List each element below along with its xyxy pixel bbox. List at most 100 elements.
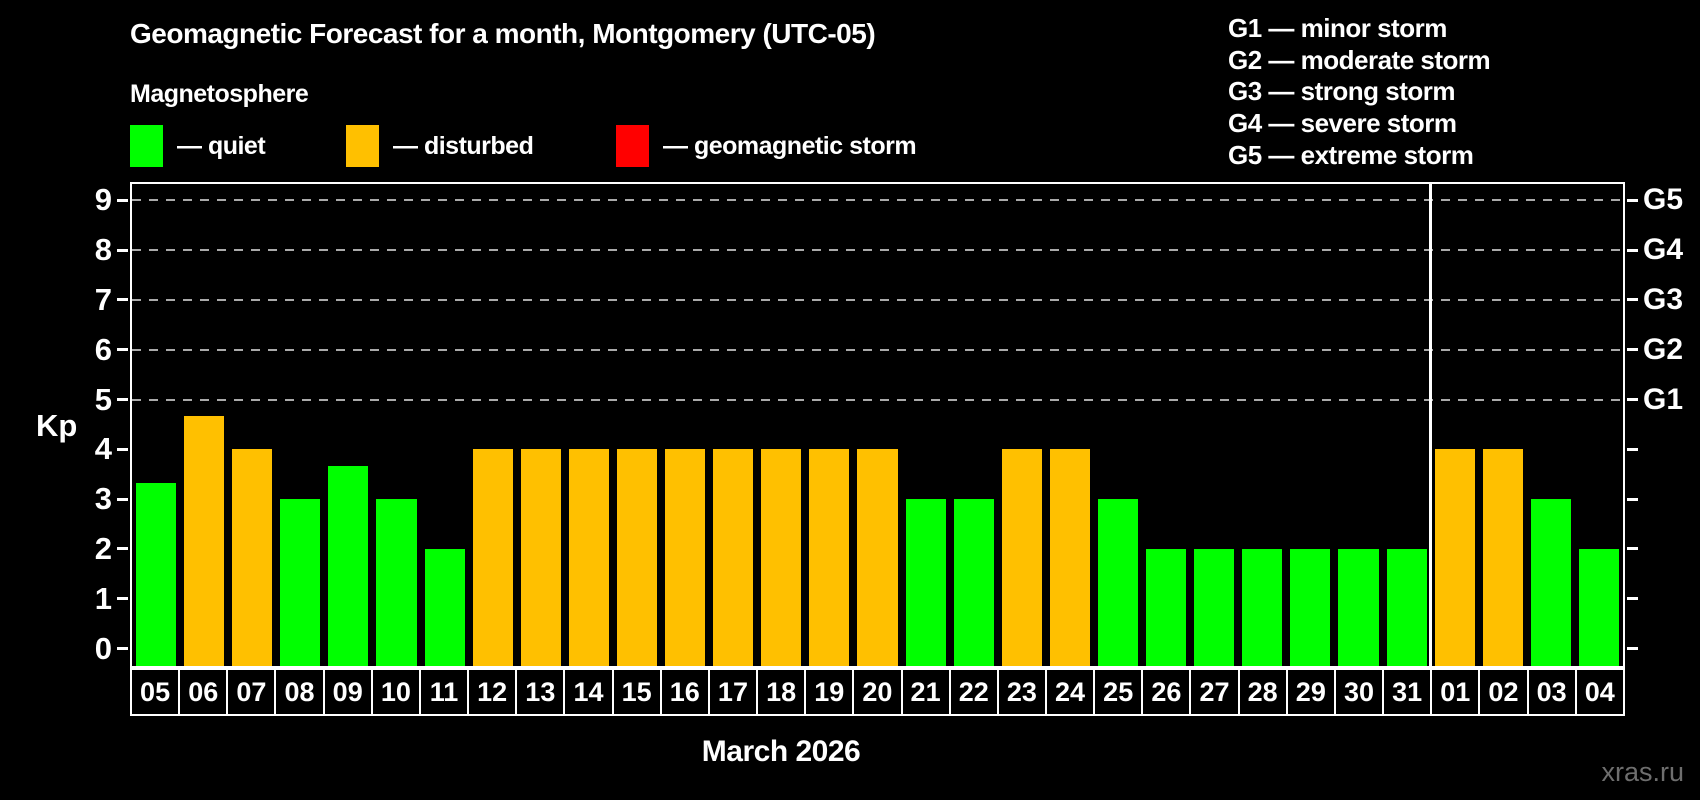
kp-bar-day-29 [1290,548,1331,666]
day-label-18: 18 [756,668,807,716]
y-tick-left-0 [117,647,128,651]
day-label-28: 28 [1237,668,1288,716]
day-label-20: 20 [852,668,903,716]
kp-bar-day-04 [1578,548,1619,666]
day-label-14: 14 [563,668,614,716]
y-tick-left-3 [117,497,128,501]
kp-bar-day-01 [1434,449,1475,666]
y-tick-right-4 [1627,447,1638,451]
day-label-31: 31 [1382,668,1433,716]
y-tick-label-4: 4 [94,431,112,467]
kp-bar-day-28 [1242,548,1283,666]
storm-color-swatch [616,125,649,167]
g-scale-label-G1: G1 [1643,382,1684,416]
kp-bar-day-06 [184,416,225,666]
y-tick-label-8: 8 [94,232,112,268]
day-label-15: 15 [611,668,662,716]
y-tick-left-2 [117,547,128,551]
quiet-color-swatch [130,125,163,167]
x-axis-title: March 2026 [701,735,861,768]
kp-bar-day-22 [953,499,994,666]
day-label-25: 25 [1093,668,1144,716]
y-tick-left-7 [117,298,128,302]
y-tick-label-1: 1 [94,580,112,616]
y-tick-right-3 [1627,497,1638,501]
day-label-17: 17 [707,668,759,716]
kp-bar-day-27 [1194,548,1235,666]
y-tick-left-4 [117,447,128,451]
day-label-06: 06 [178,668,229,716]
kp-bar-day-16 [665,449,706,666]
kp-bar-day-11 [424,548,465,666]
y-tick-label-5: 5 [94,381,112,417]
disturbed-color-swatch [346,125,379,167]
y-tick-label-3: 3 [94,481,112,517]
y-tick-right-1 [1627,597,1638,601]
y-axis-title: Kp [36,408,78,443]
y-tick-right-2 [1627,547,1638,551]
legend-item-quiet: — quiet [130,124,266,168]
month-boundary-line [1429,184,1433,666]
gridline-kp7 [132,298,1623,301]
kp-bar-day-18 [761,449,802,666]
y-tick-right-0 [1627,647,1638,651]
magnetosphere-subtitle: Magnetosphere [130,80,309,108]
day-label-30: 30 [1333,668,1385,716]
kp-bar-day-02 [1482,449,1523,666]
kp-bar-chart-plot-area [130,182,1625,668]
y-tick-right-9 [1627,198,1638,202]
kp-bar-day-12 [472,449,513,666]
g-scale-label-G3: G3 [1643,282,1684,316]
y-tick-right-7 [1627,298,1638,302]
y-tick-right-6 [1627,348,1638,352]
day-label-26: 26 [1141,668,1192,716]
day-label-09: 09 [322,668,373,716]
y-tick-left-5 [117,398,128,402]
y-tick-left-9 [117,198,128,202]
page-title: Geomagnetic Forecast for a month, Montgo… [130,18,876,49]
day-label-01: 01 [1430,668,1481,716]
gridline-kp5 [132,398,1623,401]
day-label-21: 21 [900,668,951,716]
g-scale-label-G4: G4 [1643,233,1684,267]
kp-bar-day-09 [328,465,369,666]
kp-bar-day-08 [280,499,321,666]
g-scale-label-G2: G2 [1643,332,1684,366]
g4-legend-line: G4 — severe storm [1228,108,1457,139]
watermark-xras: xras.ru [1601,757,1684,787]
kp-bar-day-07 [232,449,273,666]
day-label-12: 12 [467,668,518,716]
gridline-kp6 [132,348,1623,351]
y-tick-left-8 [117,248,128,252]
legend-item-storm: — geomagnetic storm [616,124,917,168]
plot-inner [132,184,1623,666]
y-tick-right-8 [1627,248,1638,252]
day-label-16: 16 [659,668,710,716]
y-tick-label-0: 0 [94,630,112,666]
y-tick-label-9: 9 [94,182,112,218]
y-tick-label-6: 6 [94,331,112,367]
kp-bar-day-14 [568,449,609,666]
day-label-13: 13 [515,668,566,716]
kp-bar-day-03 [1530,499,1571,666]
kp-bar-day-31 [1386,548,1427,666]
gridline-kp8 [132,249,1623,252]
kp-bar-day-23 [1001,449,1042,666]
legend-label-quiet: — quiet [177,131,266,160]
y-tick-right-5 [1627,398,1638,402]
kp-bar-day-21 [905,499,946,666]
kp-bar-day-24 [1049,449,1090,666]
day-label-05: 05 [130,668,181,716]
g5-legend-line: G5 — extreme storm [1228,139,1474,170]
kp-bar-day-05 [136,482,177,666]
kp-bar-day-25 [1097,499,1139,666]
g3-legend-line: G3 — strong storm [1228,76,1455,107]
day-label-10: 10 [370,668,421,716]
day-label-22: 22 [948,668,999,716]
day-label-24: 24 [1044,668,1096,716]
kp-bar-day-26 [1146,548,1187,666]
day-label-03: 03 [1526,668,1577,716]
kp-bar-day-30 [1338,548,1379,666]
y-tick-left-6 [117,348,128,352]
